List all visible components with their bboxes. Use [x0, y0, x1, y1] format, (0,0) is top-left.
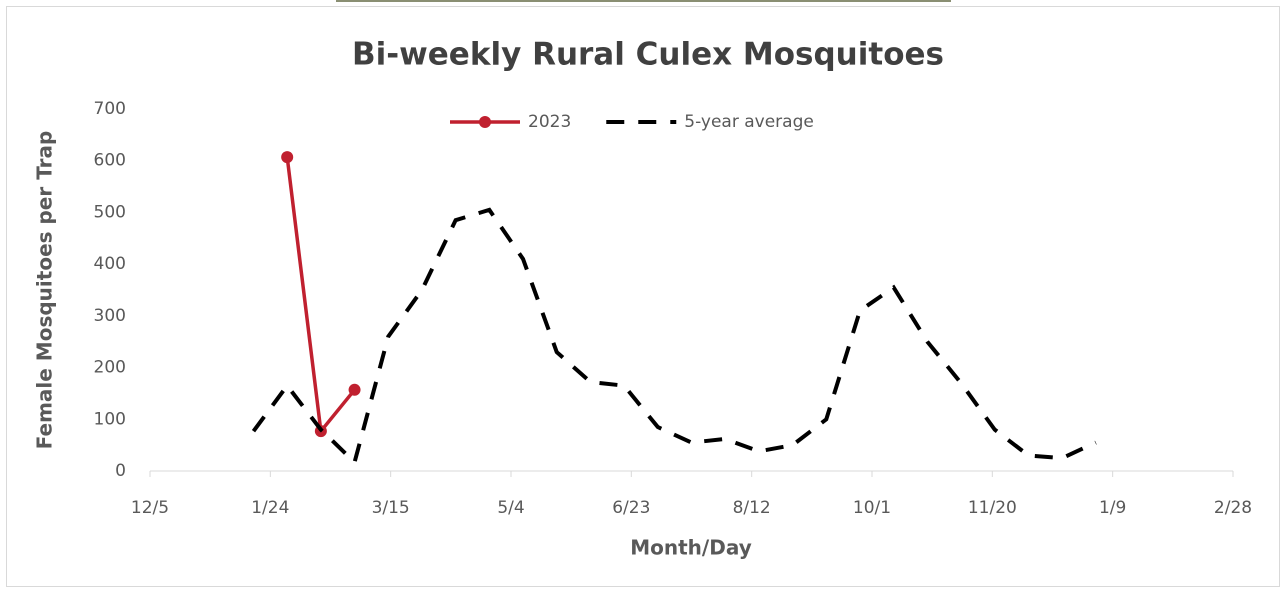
legend-marker — [479, 116, 491, 128]
x-tick-label: 1/24 — [251, 498, 289, 518]
image-edge — [336, 0, 951, 2]
y-axis-title: Female Mosquitoes per Trap — [33, 131, 57, 450]
x-tick-label: 12/5 — [131, 498, 169, 518]
x-tick-label: 5/4 — [497, 498, 524, 518]
x-tick-label: 2/28 — [1214, 498, 1252, 518]
x-tick-label: 11/20 — [968, 498, 1017, 518]
x-tick-label: 6/23 — [612, 498, 650, 518]
x-tick-label: 3/15 — [372, 498, 410, 518]
x-axis-title: Month/Day — [630, 536, 752, 560]
y-tick-label: 600 — [94, 151, 126, 171]
line-series — [251, 207, 1097, 467]
point — [348, 383, 361, 396]
y-tick-label: 700 — [94, 99, 126, 119]
chart-title: Bi-weekly Rural Culex Mosquitoes — [352, 37, 944, 73]
y-tick-label: 200 — [94, 358, 126, 378]
legend-label: 2023 — [528, 112, 571, 132]
y-tick-label: 100 — [94, 409, 126, 429]
point — [281, 151, 294, 164]
x-tick-label: 1/9 — [1099, 498, 1126, 518]
y-tick-label: 300 — [94, 306, 126, 326]
chart-border — [6, 6, 1280, 587]
x-tick-label: 10/1 — [853, 498, 891, 518]
x-tick-label: 8/12 — [733, 498, 771, 518]
legend-label: 5-year average — [684, 112, 814, 132]
y-tick-label: 0 — [115, 461, 126, 481]
y-tick-label: 500 — [94, 202, 126, 222]
y-tick-label: 400 — [94, 254, 126, 274]
